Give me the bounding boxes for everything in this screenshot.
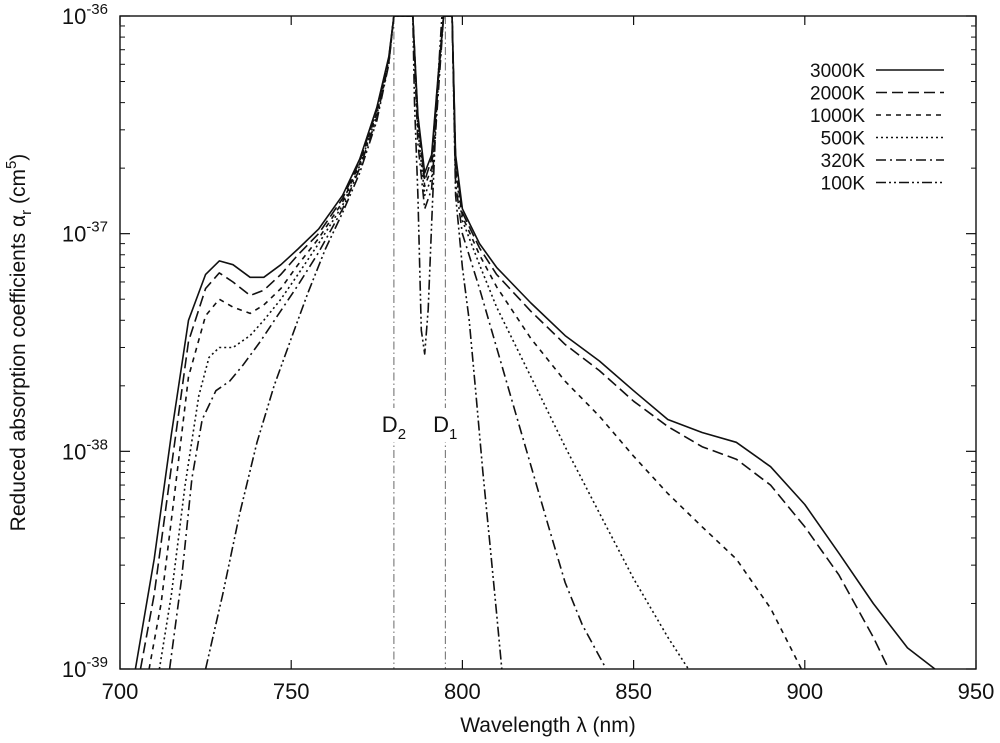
y-tick-label: 10-36 — [62, 1, 108, 29]
y-tick-label: 10-39 — [62, 654, 108, 682]
x-tick-label: 950 — [958, 679, 995, 704]
legend-label-3000K: 3000K — [810, 61, 865, 82]
series-line-1000K — [148, 16, 803, 669]
legend-label-500K: 500K — [821, 129, 866, 150]
plot-frame — [119, 15, 977, 670]
series-line-2000K — [139, 16, 890, 669]
marker-label-D1: D1 — [433, 412, 457, 443]
series-line-320K — [168, 16, 607, 669]
y-tick-label: 10-38 — [62, 436, 108, 464]
wavelength-markers — [378, 16, 461, 669]
x-tick-label: 700 — [102, 679, 139, 704]
x-axis-title: Wavelength λ (nm) — [460, 714, 635, 737]
x-tick-label: 900 — [786, 679, 823, 704]
x-tick-label: 800 — [444, 679, 481, 704]
y-axis-title: Reduced absorption coefficients αr (cm5) — [3, 154, 35, 532]
marker-label-bg — [378, 408, 409, 442]
x-tick-label: 850 — [615, 679, 652, 704]
legend-label-100K: 100K — [821, 174, 866, 195]
series-line-100K — [204, 16, 503, 669]
tick-layer — [119, 15, 977, 670]
marker-label-D2: D2 — [382, 412, 406, 443]
y-tick-label: 10-37 — [62, 219, 108, 247]
x-tick-label: 750 — [273, 679, 310, 704]
legend-label-1000K: 1000K — [810, 106, 865, 127]
series-line-500K — [158, 16, 690, 669]
marker-label-bg — [430, 408, 461, 442]
legend-label-320K: 320K — [821, 151, 866, 172]
legend-label-2000K: 2000K — [810, 84, 865, 105]
series-layer — [134, 16, 936, 669]
label-layer: 700 750 800 850 900 950 10-39 10-38 10-37 10-36 Wa… — [3, 1, 994, 737]
